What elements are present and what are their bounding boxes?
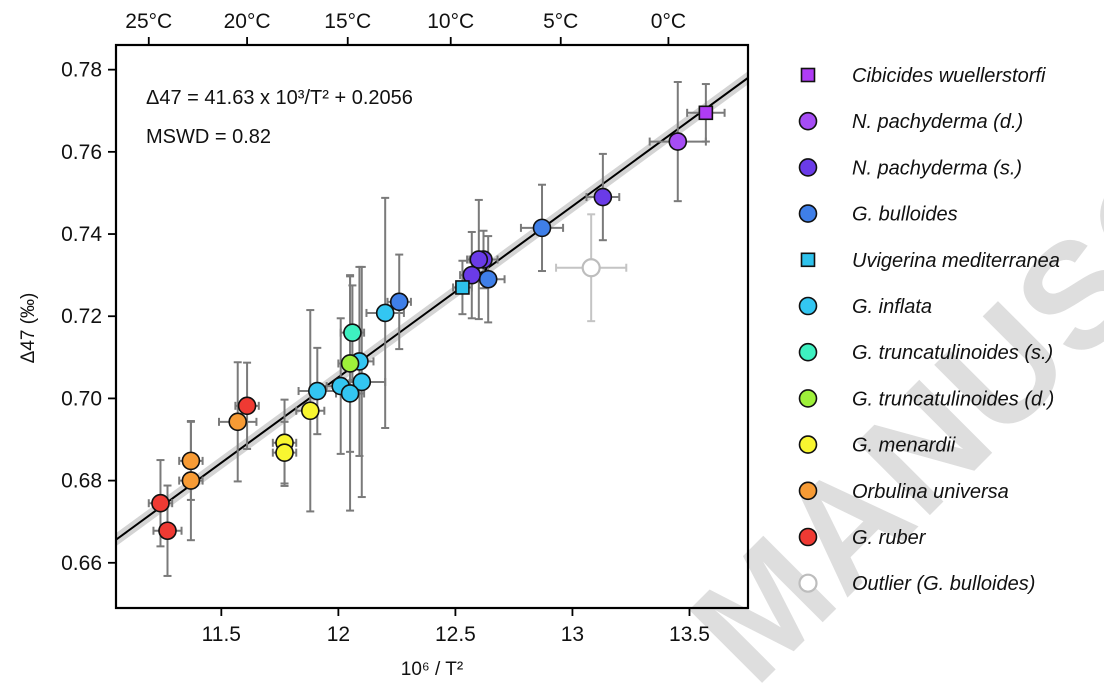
x-axis-top: 25°C 20°C 15°C 10°C 5°C 0°C: [125, 10, 686, 45]
legend-marker-g-inflata: [798, 296, 818, 316]
y-tick-label: 0.66: [61, 552, 102, 575]
legend-marker-g-menardii: [798, 435, 818, 454]
x-tick-label: 12: [327, 623, 350, 646]
legend-label-g-inflata: G. inflata: [852, 296, 932, 318]
legend-label-g-menardii: G. menardii: [852, 435, 956, 457]
x-axis-title: 10⁶ / T²: [401, 659, 463, 680]
legend-label-g-ruber: G. ruber: [852, 527, 927, 549]
legend-label-orbulina-universa: Orbulina universa: [852, 481, 1009, 503]
legend-label-outlier-g-bulloides: Outlier (G. bulloides): [852, 573, 1035, 595]
top-tick-label: 5°C: [543, 10, 578, 33]
legend-marker-n-pachyderma-s: [798, 158, 818, 177]
point-cibicides-wuellerstorfi: [698, 105, 714, 121]
legend-label-g-truncatulinoides-d: G. truncatulinoides (d.): [852, 388, 1054, 410]
point-outlier-g-bulloides: [581, 258, 601, 278]
point-uvigerina-mediterranea: [455, 280, 470, 295]
point-n-pachyderma-s: [593, 187, 613, 207]
point-orbulina-universa: [181, 451, 201, 471]
legend-label-uvigerina-mediterranea: Uvigerina mediterranea: [852, 250, 1060, 272]
y-tick-label: 0.70: [61, 387, 102, 410]
y-tick-label: 0.72: [61, 305, 102, 328]
x-tick-label: 13: [561, 623, 584, 646]
x-tick-label: 12.5: [435, 623, 476, 646]
point-g-bulloides: [389, 292, 409, 312]
y-axis-title: Δ47 (‰): [18, 293, 39, 364]
legend-label-g-bulloides: G. bulloides: [852, 204, 958, 226]
point-g-inflata: [340, 384, 360, 403]
point-g-menardii: [300, 401, 320, 421]
x-tick-label: 11.5: [202, 623, 241, 646]
legend-marker-orbulina-universa: [798, 481, 818, 501]
point-g-ruber: [158, 521, 177, 541]
point-n-pachyderma-d: [668, 132, 688, 151]
legend-label-cibicides-wuellerstorfi: Cibicides wuellerstorfi: [852, 65, 1046, 87]
y-tick-label: 0.68: [61, 470, 102, 493]
point-orbulina-universa: [181, 471, 201, 490]
legend-marker-cibicides-wuellerstorfi: [800, 67, 816, 83]
point-g-inflata: [308, 381, 327, 401]
legend-marker-uvigerina-mediterranea: [800, 252, 816, 268]
point-g-truncatulinoides-s: [343, 323, 362, 342]
legend-marker-g-truncatulinoides-d: [798, 389, 818, 408]
point-orbulina-universa: [228, 412, 248, 432]
point-g-truncatulinoides-d: [340, 354, 360, 373]
y-tick-label: 0.76: [61, 141, 102, 164]
top-tick-label: 10°C: [427, 10, 474, 33]
mswd-annotation: MSWD = 0.82: [146, 126, 271, 148]
point-g-bulloides: [532, 218, 552, 238]
point-g-ruber: [237, 396, 257, 416]
top-tick-label: 20°C: [224, 10, 271, 33]
y-tick-label: 0.74: [61, 223, 102, 246]
x-tick-label: 13.5: [669, 623, 710, 646]
legend-marker-outlier-g-bulloides: [798, 573, 818, 593]
point-g-inflata: [352, 372, 372, 392]
point-g-ruber: [151, 493, 170, 513]
equation-annotation: Δ47 = 41.63 x 10³/T² + 0.2056: [146, 87, 413, 109]
point-g-bulloides: [478, 269, 498, 289]
top-tick-label: 25°C: [125, 10, 172, 33]
legend-label-g-truncatulinoides-s: G. truncatulinoides (s.): [852, 342, 1053, 364]
legend-marker-g-bulloides: [798, 204, 818, 223]
legend-marker-g-truncatulinoides-s: [798, 342, 818, 362]
legend-label-n-pachyderma-s: N. pachyderma (s.): [852, 157, 1022, 179]
legend-label-n-pachyderma-d: N. pachyderma (d.): [852, 111, 1023, 133]
regression-line: [116, 77, 748, 541]
point-g-menardii: [275, 443, 294, 462]
point-n-pachyderma-s: [469, 250, 489, 269]
y-tick-label: 0.78: [61, 59, 102, 82]
legend-marker-n-pachyderma-d: [798, 111, 818, 131]
legend-marker-g-ruber: [798, 527, 818, 547]
x-axis-bottom: 11.5 12 12.5 13 13.5: [202, 608, 710, 646]
regression-line-layer: [116, 77, 748, 541]
top-tick-label: 15°C: [324, 10, 371, 33]
legend: Cibicides wuellerstorfi N. pachyderma (d.…: [798, 65, 1060, 595]
top-tick-label: 0°C: [651, 10, 686, 33]
y-axis: 0.66 0.68 0.70 0.72 0.74 0.76 0.78: [61, 59, 116, 575]
data-points: [151, 105, 714, 541]
plot-frame: [114, 43, 750, 610]
point-g-inflata: [375, 303, 395, 323]
